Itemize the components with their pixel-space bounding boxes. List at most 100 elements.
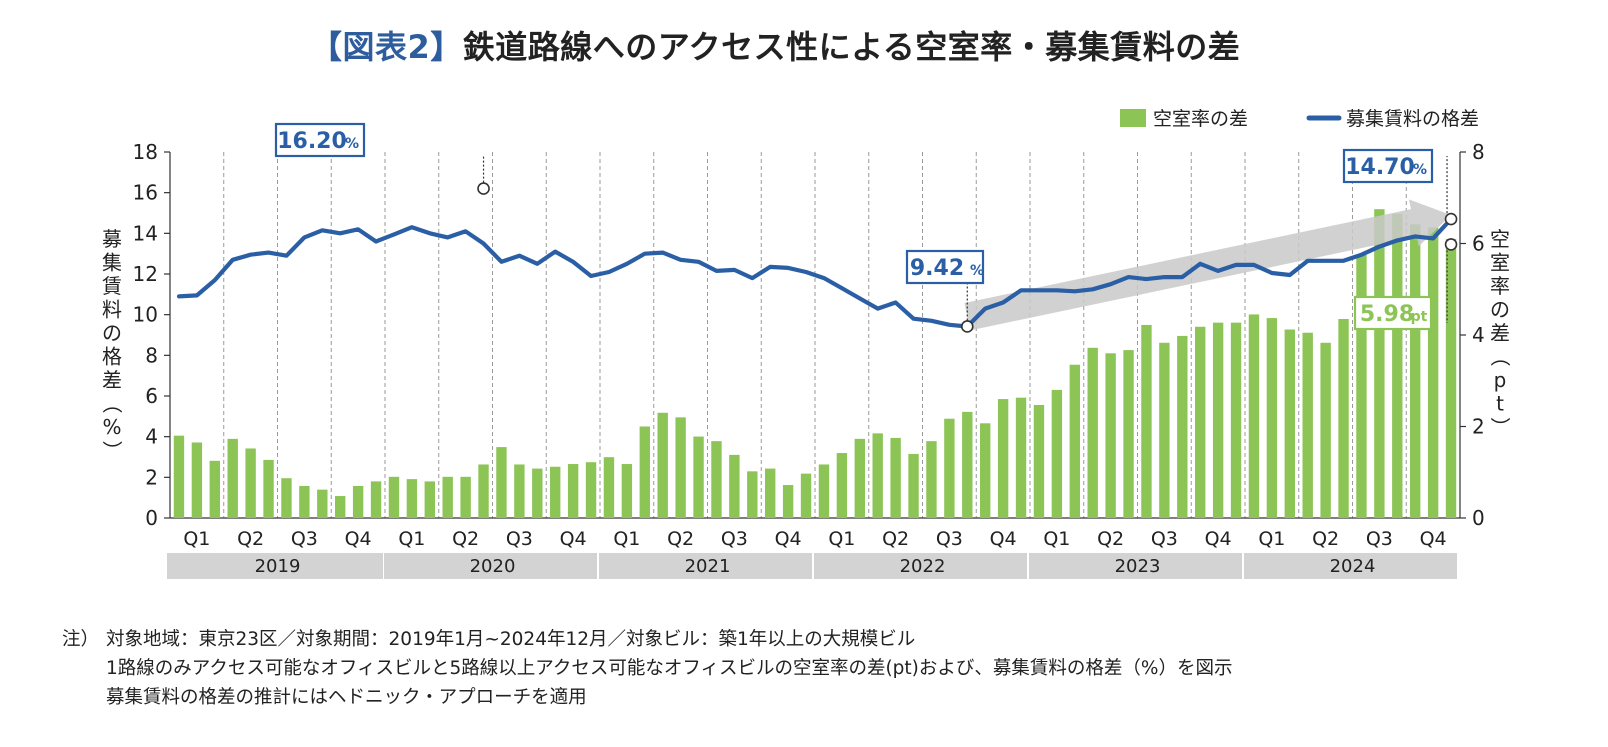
bar [800, 473, 812, 518]
line-series [176, 217, 1454, 329]
bar [567, 464, 579, 518]
year-band [384, 553, 597, 579]
bar [245, 448, 256, 518]
bar [1248, 314, 1260, 518]
right-tick-label: 2 [1472, 415, 1485, 439]
axis-title-char: 室 [1490, 251, 1510, 275]
bar [1392, 213, 1403, 518]
axis-title-char: 率 [1490, 274, 1510, 298]
right-tick-label: 6 [1472, 232, 1485, 256]
bar-series [173, 209, 1457, 519]
legend: 空室率の差 募集賃料の格差 [1120, 108, 1479, 130]
bar [639, 426, 650, 518]
bar [782, 485, 794, 518]
bar [818, 464, 830, 518]
axis-title-char: 募 [102, 227, 122, 251]
bar [317, 489, 328, 518]
bar [263, 459, 274, 518]
annotation-box [1353, 295, 1433, 331]
notes-label: 注） [62, 629, 100, 650]
annotation-box [274, 122, 366, 158]
bar [209, 460, 220, 518]
vertical-gridlines [223, 152, 1407, 518]
quarter-label: Q2 [667, 528, 694, 550]
chart-title: 【図表2】鉄道路線へのアクセス性による空室率・募集賃料の差 [310, 22, 1240, 68]
bar [1302, 332, 1313, 518]
year-label: 2022 [900, 556, 946, 577]
left-tick-label: 10 [133, 303, 158, 327]
quarter-label: Q2 [452, 528, 479, 550]
axis-title-char: t [1496, 392, 1504, 416]
bar [1177, 335, 1188, 518]
bar [460, 476, 471, 518]
annotation-box [1342, 148, 1434, 184]
bar [191, 442, 203, 518]
left-tick-label: 12 [133, 262, 158, 286]
bar [747, 471, 758, 518]
left-tick-label: 6 [145, 384, 158, 408]
bar [335, 496, 346, 518]
quarter-label: Q2 [1312, 528, 1339, 550]
bar [765, 468, 776, 518]
annotation-marker [1444, 238, 1458, 251]
quarter-label: Q3 [506, 528, 533, 550]
axis-title-char: 差 [1490, 321, 1510, 345]
bar [424, 481, 435, 518]
annotation-value: 14.70 [1345, 155, 1415, 180]
quarter-label: Q1 [1258, 528, 1285, 550]
axis-title-char: （ [100, 394, 124, 414]
left-tick-label: 0 [145, 506, 158, 530]
bar [1284, 329, 1295, 518]
bar [854, 438, 865, 518]
quarter-label: Q2 [882, 528, 909, 550]
left-tick-label: 16 [133, 181, 158, 205]
annotation-unit: % [970, 263, 984, 279]
quarter-label: Q4 [775, 528, 802, 550]
figure-title: 鉄道路線へのアクセス性による空室率・募集賃料の差 [462, 28, 1241, 66]
quarter-label: Q4 [345, 528, 372, 550]
year-band [167, 553, 383, 579]
bar [352, 485, 364, 518]
quarter-label: Q1 [183, 528, 210, 550]
quarter-label: Q4 [1205, 528, 1232, 550]
bar [1105, 353, 1116, 518]
bar [908, 453, 919, 518]
year-label: 2021 [685, 556, 731, 577]
annotation-value: 5.98 [1360, 302, 1414, 327]
bar [1356, 254, 1367, 518]
bar [1410, 224, 1421, 518]
bar [872, 433, 883, 518]
annotation-unit: % [345, 136, 359, 152]
right-tick-label: 4 [1472, 323, 1485, 347]
bar [980, 423, 991, 518]
bar [532, 468, 543, 518]
quarter-label: Q4 [990, 528, 1017, 550]
year-band [599, 553, 812, 579]
bar [227, 438, 238, 518]
right-tick-label: 0 [1472, 506, 1485, 530]
annotation-marker [477, 182, 490, 195]
bar [997, 399, 1009, 518]
note-line-2: 1路線のみアクセス可能なオフィスビルと5路線以上アクセス可能なオフィスビルの空室… [106, 658, 1233, 679]
axis-title-char: ） [100, 441, 124, 461]
axis-title-char: p [1494, 368, 1507, 392]
quarter-label: Q4 [1420, 528, 1447, 550]
quarter-label: Q1 [398, 528, 425, 550]
axis-title-char: （ [1488, 347, 1512, 367]
axis-title-char: 賃 [102, 274, 122, 298]
annotation-marker [960, 320, 974, 333]
bar [1212, 322, 1224, 518]
bar [693, 436, 704, 518]
axis-title-char: の [1490, 298, 1510, 322]
left-tick-label: 14 [133, 221, 158, 245]
axis-title-char: % [102, 415, 121, 439]
left-axis-title: 募集賃料の格差（%） [100, 227, 124, 461]
bar [675, 417, 686, 518]
right-axis-title: 空室率の差（pt） [1488, 227, 1512, 437]
axis-title-char: 料 [102, 298, 122, 322]
year-band [814, 553, 1027, 579]
bar [1087, 347, 1098, 518]
quarter-label: Q2 [1097, 528, 1124, 550]
axis-titles: 募集賃料の格差（%） 空室率の差（pt） [100, 227, 1512, 461]
